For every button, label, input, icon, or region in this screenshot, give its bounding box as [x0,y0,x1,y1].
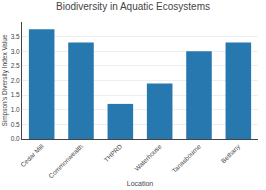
svg-text:2.5: 2.5 [11,62,20,69]
svg-text:Biodiversity in Aquatic Ecosys: Biodiversity in Aquatic Ecosystems [56,1,210,12]
svg-text:Tanasbourne: Tanasbourne [170,142,202,174]
svg-text:3.0: 3.0 [11,48,20,55]
svg-text:Commonwealth: Commonwealth [47,142,84,179]
svg-text:Simpson's Diversity Index Valu: Simpson's Diversity Index Value [1,34,9,127]
svg-text:Cedar Mill: Cedar Mill [19,142,45,168]
svg-text:Waterhouse: Waterhouse [133,142,163,172]
svg-text:Bethany: Bethany [220,142,243,165]
svg-text:0.0: 0.0 [11,135,20,142]
svg-text:1.0: 1.0 [11,106,20,113]
svg-text:2.0: 2.0 [11,77,20,84]
svg-text:Location: Location [127,180,154,187]
svg-text:0.5: 0.5 [11,121,20,128]
svg-text:3.5: 3.5 [11,33,20,40]
svg-text:1.5: 1.5 [11,91,20,98]
svg-text:THPRD: THPRD [103,142,124,163]
